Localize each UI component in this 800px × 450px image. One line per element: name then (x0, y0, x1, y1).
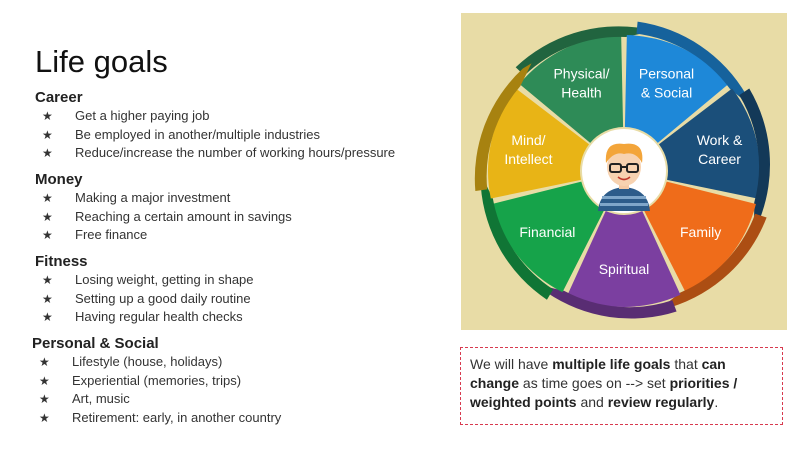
star-bullet-icon: ★ (42, 146, 53, 160)
wheel-segment (492, 181, 605, 293)
segment-label: Health (561, 85, 601, 101)
segment-label: Spiritual (599, 261, 650, 277)
segment-label: Intellect (504, 151, 552, 167)
section-fitness: Fitness ★ Losing weight, getting in shape… (35, 252, 445, 327)
list-item: ★ Losing weight, getting in shape (35, 271, 445, 290)
wheel-arrow (480, 176, 554, 300)
segment-label: Career (698, 151, 741, 167)
list-item: ★ Lifestyle (house, holidays) (32, 353, 442, 372)
wheel-arrow (474, 63, 532, 191)
wheel-arrow (636, 21, 750, 105)
star-bullet-icon: ★ (42, 191, 53, 205)
star-bullet-icon: ★ (42, 109, 53, 123)
person-avatar-icon (598, 143, 650, 211)
star-bullet-icon: ★ (39, 392, 50, 406)
segment-label: Work & (697, 132, 743, 148)
star-bullet-icon: ★ (42, 228, 53, 242)
section-heading: Personal & Social (32, 335, 159, 352)
list-item: ★ Having regular health checks (35, 308, 445, 327)
segment-label: Mind/ (511, 132, 545, 148)
section-heading: Money (35, 171, 83, 188)
list-item: ★ Retirement: early, in another country (32, 409, 442, 428)
star-bullet-icon: ★ (42, 273, 53, 287)
star-bullet-icon: ★ (42, 209, 53, 224)
segment-label: Personal (639, 66, 694, 82)
wheel-arrow (539, 285, 677, 319)
list-item: ★ Get a higher paying job (35, 107, 445, 126)
segment-label: Physical/ (553, 66, 609, 82)
note-box: We will have multiple life goals that ca… (460, 347, 783, 425)
star-bullet-icon: ★ (42, 291, 53, 306)
wheel-arrow (739, 88, 770, 228)
wheel-segment (643, 181, 756, 293)
list-item: ★ Setting up a good daily routine (35, 290, 445, 309)
section-heading: Career (35, 89, 83, 106)
life-wheel-image: Physical/Health Personal & Social Work & Car… (461, 13, 787, 330)
section-money: Money ★ Making a major investment ★ Reachi… (35, 170, 445, 245)
star-bullet-icon: ★ (42, 127, 53, 142)
life-wheel-diagram: Physical/Health Personal & Social Work & Car… (474, 21, 770, 319)
wheel-segment (567, 211, 681, 307)
wheel-segment (658, 88, 760, 199)
segment-label: & Social (641, 85, 692, 101)
list-item: ★ Reaching a certain amount in savings (35, 208, 445, 227)
list-item: ★ Reduce/increase the number of working h… (35, 144, 445, 163)
star-bullet-icon: ★ (42, 310, 53, 324)
segment-label: Family (680, 224, 721, 240)
list-item: ★ Experiential (memories, trips) (32, 372, 442, 391)
section-career: Career ★ Get a higher paying job ★ Be empl… (35, 88, 445, 163)
star-bullet-icon: ★ (39, 355, 50, 369)
wheel-segment (624, 35, 729, 143)
list-item: ★ Making a major investment (35, 189, 445, 208)
wheel-arrow (660, 213, 767, 309)
star-bullet-icon: ★ (39, 410, 50, 425)
segment-label: Financial (519, 224, 575, 240)
wheel-segment (488, 88, 590, 199)
wheel-segment (519, 35, 624, 143)
section-personal-social: Personal & Social ★ Lifestyle (house, hol… (32, 334, 442, 427)
list-item: ★ Art, music (32, 390, 442, 409)
section-heading: Fitness (35, 253, 88, 270)
page-title: Life goals (35, 44, 168, 79)
list-item: ★ Free finance (35, 226, 445, 245)
list-item: ★ Be employed in another/multiple industr… (35, 126, 445, 145)
star-bullet-icon: ★ (39, 373, 50, 388)
